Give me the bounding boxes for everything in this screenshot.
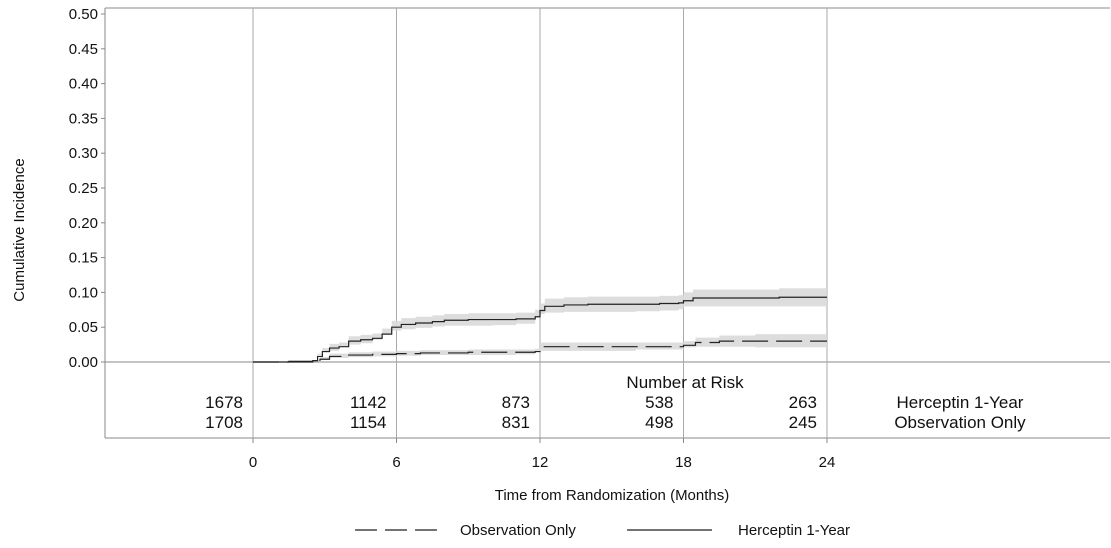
curves xyxy=(253,296,827,363)
y-axis-ticks: 0.00 0.05 0.10 0.15 0.20 0.25 0.30 0.35 0.40 0.45… xyxy=(69,6,105,371)
y-axis-label: Cumulative Incidence xyxy=(11,158,28,301)
risk-value: 873 xyxy=(502,393,530,412)
risk-value: 1708 xyxy=(205,413,243,432)
x-axis-label: Time from Randomization (Months) xyxy=(495,487,730,504)
risk-value: 498 xyxy=(645,413,673,432)
risk-row-label: Observation Only xyxy=(894,413,1026,432)
y-tick-label: 0.25 xyxy=(69,180,98,197)
risk-value: 1678 xyxy=(205,393,243,412)
y-tick-label: 0.35 xyxy=(69,110,98,127)
x-tick-label: 12 xyxy=(532,454,549,471)
risk-value: 1142 xyxy=(350,393,387,412)
y-tick-label: 0.20 xyxy=(69,215,98,232)
x-tick-label: 24 xyxy=(819,454,836,471)
confidence-band-herceptin xyxy=(253,285,827,362)
legend: Observation Only Herceptin 1-Year xyxy=(355,522,850,539)
legend-label: Herceptin 1-Year xyxy=(738,522,850,539)
x-tick-label: 18 xyxy=(675,454,692,471)
curve-observation xyxy=(253,340,827,363)
y-tick-label: 0.50 xyxy=(69,6,98,23)
curve-herceptin xyxy=(253,296,827,363)
grid-lines xyxy=(252,8,828,438)
y-tick-label: 0.30 xyxy=(69,145,98,162)
risk-value: 263 xyxy=(789,393,817,412)
y-tick-label: 0.40 xyxy=(69,76,98,93)
y-tick-label: 0.10 xyxy=(69,284,98,301)
y-tick-label: 0.15 xyxy=(69,250,98,267)
risk-table-title: Number at Risk xyxy=(626,373,744,392)
y-tick-label: 0.00 xyxy=(69,354,98,371)
x-tick-label: 6 xyxy=(392,454,400,471)
y-tick-label: 0.05 xyxy=(69,319,98,336)
plot-frame xyxy=(104,7,1110,439)
risk-value: 1154 xyxy=(350,413,387,432)
risk-value: 245 xyxy=(789,413,817,432)
risk-table: 1678 1142 873 538 263 Herceptin 1-Year 1708 115… xyxy=(205,393,1026,432)
legend-label: Observation Only xyxy=(460,522,576,539)
x-axis-ticks: 0 6 12 18 24 xyxy=(249,438,836,471)
risk-value: 831 xyxy=(502,413,530,432)
risk-value: 538 xyxy=(645,393,673,412)
risk-row-label: Herceptin 1-Year xyxy=(897,393,1024,412)
y-tick-label: 0.45 xyxy=(69,41,98,58)
x-tick-label: 0 xyxy=(249,454,257,471)
